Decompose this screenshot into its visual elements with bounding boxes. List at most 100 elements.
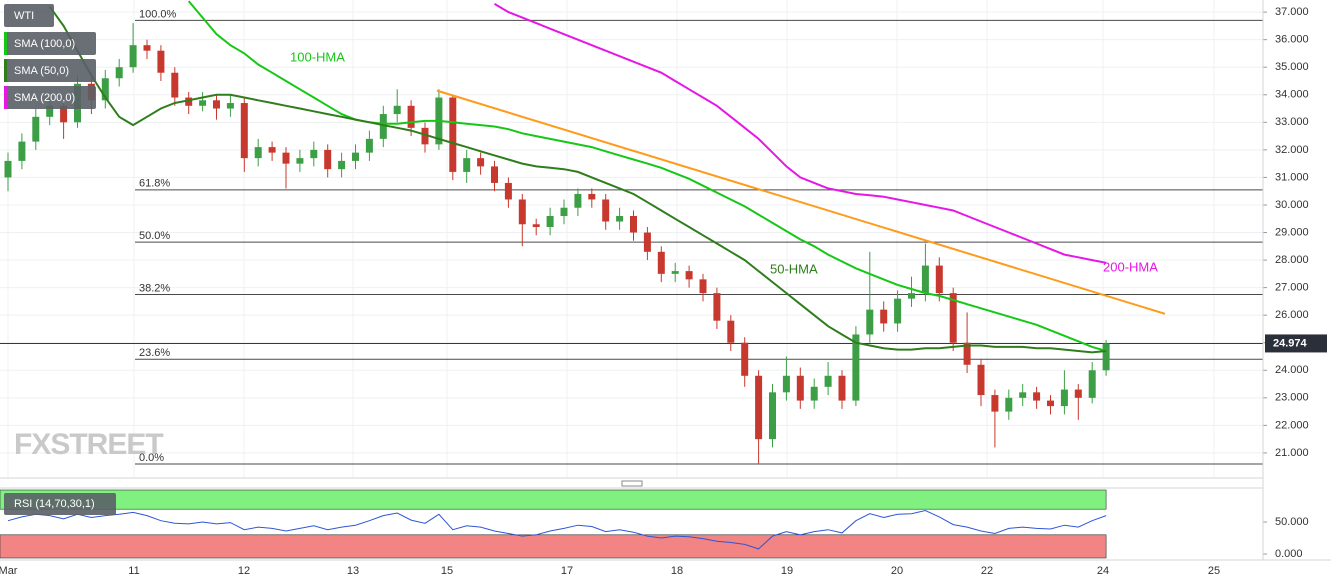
y-tick-label: 28.000 [1275, 254, 1309, 266]
ma-label: 200-HMA [1103, 259, 1158, 274]
y-tick-label: 30.000 [1275, 199, 1309, 211]
y-tick-label: 26.000 [1275, 309, 1309, 321]
candle-body [240, 103, 248, 159]
y-tick-label: 24.000 [1275, 364, 1309, 376]
candle-body [755, 375, 763, 440]
candle-body [630, 215, 637, 233]
fib-label: 100.0% [139, 8, 177, 20]
candle-body [741, 342, 749, 376]
y-tick-label: 33.000 [1275, 116, 1309, 128]
candle-body [185, 97, 193, 106]
candle-body [199, 100, 207, 106]
y-tick-label: 36.000 [1275, 34, 1309, 46]
candle-body [810, 386, 818, 401]
candle-body [32, 116, 40, 142]
legend-box [4, 32, 96, 55]
candle-body [991, 395, 999, 412]
y-tick-label: 29.000 [1275, 226, 1309, 238]
candle-body [449, 97, 457, 172]
rsi-line [7, 509, 1107, 550]
legend-box [4, 59, 96, 82]
candle-body [296, 158, 304, 164]
watermark: FXSTREET [14, 428, 163, 461]
candle-body [838, 375, 846, 401]
candle-body [352, 152, 359, 161]
candle-body [769, 392, 776, 440]
candle-body [338, 160, 346, 170]
candle-body [226, 103, 234, 109]
candle-body [324, 149, 332, 170]
y-tick-label: 37.000 [1275, 6, 1309, 18]
candle-body [546, 215, 554, 228]
candle-body [282, 152, 290, 164]
candle-body [588, 193, 596, 200]
x-tick-label: 12 [238, 565, 250, 577]
y-tick-label: 31.000 [1275, 171, 1309, 183]
candle-body [949, 293, 957, 343]
candle-body [685, 271, 693, 280]
overbought-zone [0, 489, 1107, 510]
candle-body [129, 45, 137, 68]
candle-body [477, 158, 485, 167]
symbol-box [4, 4, 54, 27]
candle-body [421, 127, 429, 145]
x-tick-label: 22 [981, 565, 993, 577]
candle-body [796, 375, 804, 401]
rsi-legend-box [4, 493, 116, 515]
rsi-tick-label: 50.000 [1275, 516, 1309, 528]
legend-swatch [4, 86, 7, 109]
candle-body [713, 293, 721, 321]
x-tick-label: 20 [891, 565, 903, 577]
candle-body [157, 50, 165, 73]
candle-body [602, 199, 610, 222]
fib-label: 38.2% [139, 282, 170, 294]
fib-label: 61.8% [139, 178, 170, 190]
y-tick-label: 22.000 [1275, 419, 1309, 431]
candle-body [407, 105, 415, 128]
candle-body [977, 364, 985, 396]
candle-body [935, 265, 943, 294]
overlay: WTI SMA (100,0) SMA (50,0) SMA (200,0) 24.97… [4, 4, 1327, 515]
candle-body [379, 114, 387, 139]
candle-body [1060, 389, 1068, 407]
candle-body [963, 342, 971, 365]
candle-body [463, 158, 471, 172]
y-tick-label: 34.000 [1275, 89, 1309, 101]
candle-body [921, 265, 929, 294]
candle-body [560, 207, 568, 216]
candle-body [171, 72, 179, 98]
candle-body [143, 45, 151, 51]
candle-body [1019, 392, 1027, 398]
candle-body [1033, 392, 1041, 401]
candle-body [643, 232, 651, 252]
candle-body [671, 271, 679, 274]
candle-body [894, 298, 902, 324]
x-tick-label: 15 [441, 565, 453, 577]
legend-swatch [4, 32, 7, 55]
moving-average [493, 3, 1107, 264]
y-tick-label: 27.000 [1275, 282, 1309, 294]
candle-body [504, 182, 512, 200]
y-tick-label: 35.000 [1275, 61, 1309, 73]
candle-body [310, 149, 318, 159]
y-tick-label: 32.000 [1275, 144, 1309, 156]
candle-body [727, 320, 735, 343]
x-tick-label: 24 [1097, 565, 1109, 577]
legend-box [4, 86, 96, 109]
candle-body [574, 193, 582, 208]
legend-text: SMA (50,0) [14, 65, 69, 77]
price-pane: FXSTREET 100.0% 61.8% 50.0% 38.2% 23.6% 0.0% 10… [0, 0, 1263, 478]
candle-body [393, 105, 401, 115]
x-tick-label: Mar [0, 565, 18, 577]
candle-body [365, 138, 373, 153]
trendline [436, 89, 1166, 315]
candle-body [908, 293, 915, 299]
pane-handle[interactable] [621, 480, 643, 487]
candle-body [518, 199, 526, 225]
candle-body [115, 67, 123, 79]
candle-body [824, 375, 832, 387]
candle-body [1047, 400, 1054, 407]
rsi-tick-label: 0.000 [1275, 548, 1303, 560]
